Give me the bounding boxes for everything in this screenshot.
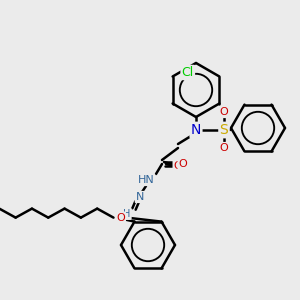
Text: O: O bbox=[174, 161, 182, 171]
Text: N: N bbox=[136, 192, 144, 202]
Text: Cl: Cl bbox=[182, 66, 194, 79]
Text: N: N bbox=[191, 123, 201, 137]
Text: O: O bbox=[220, 143, 228, 153]
Text: S: S bbox=[220, 123, 228, 137]
Text: O: O bbox=[116, 213, 125, 223]
Text: O: O bbox=[220, 107, 228, 117]
Text: H: H bbox=[123, 209, 131, 219]
Text: HN: HN bbox=[138, 175, 154, 185]
Text: O: O bbox=[178, 159, 188, 169]
